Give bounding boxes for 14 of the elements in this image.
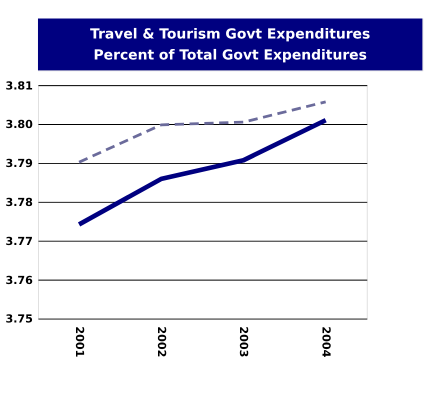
x-tick-label: 2003	[237, 326, 250, 358]
y-tick-label: 3.80	[5, 118, 34, 132]
y-tick-label: 3.75	[5, 312, 33, 326]
y-tick-label: 3.79	[5, 157, 34, 170]
x-tick-label: 2001	[72, 326, 86, 358]
x-tick-label: 2002	[155, 326, 168, 358]
line-series	[76, 118, 328, 227]
line-series	[78, 100, 328, 164]
y-tick-label: 3.81	[5, 79, 33, 92]
y-tick-label: 3.78	[5, 196, 34, 210]
x-tick-label: 2004	[319, 326, 332, 358]
y-tick-label: 3.76	[5, 274, 34, 287]
chart-title: Travel & Tourism Govt Expenditures Percent of Total Govt Expenditures	[90, 26, 370, 64]
y-tick-label: 3.77	[5, 234, 33, 248]
